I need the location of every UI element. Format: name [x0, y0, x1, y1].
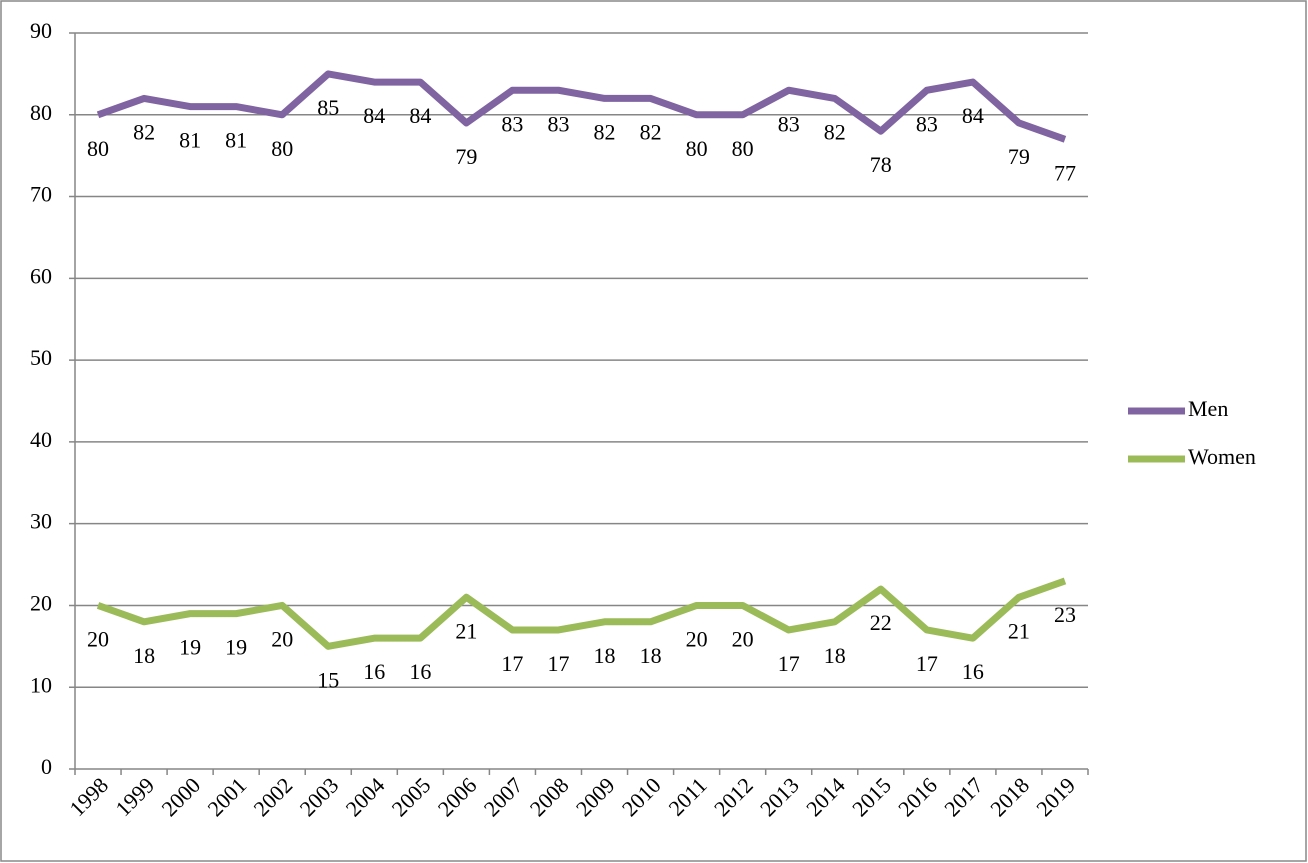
data-label: 20 [271, 626, 293, 651]
data-label: 80 [87, 136, 109, 161]
data-label: 17 [916, 651, 938, 676]
data-label: 82 [594, 119, 616, 144]
data-label: 84 [962, 103, 984, 128]
y-tick-label: 70 [30, 182, 52, 207]
data-label: 22 [870, 610, 892, 635]
data-label: 19 [225, 635, 247, 660]
y-tick-label: 0 [41, 754, 52, 779]
data-label: 82 [133, 119, 155, 144]
data-label: 84 [409, 103, 431, 128]
data-label: 80 [732, 136, 754, 161]
data-label: 18 [594, 643, 616, 668]
data-label: 20 [732, 626, 754, 651]
data-label: 18 [640, 643, 662, 668]
data-label: 16 [962, 659, 984, 684]
y-tick-label: 60 [30, 263, 52, 288]
data-label: 17 [547, 651, 569, 676]
data-label: 85 [317, 95, 339, 120]
series-line [96, 70, 1067, 143]
data-label: 81 [179, 128, 201, 153]
y-tick-label: 10 [30, 672, 52, 697]
data-label: 17 [501, 651, 523, 676]
data-label: 16 [363, 659, 385, 684]
data-label: 21 [455, 618, 477, 643]
y-tick-label: 50 [30, 345, 52, 370]
data-label: 83 [916, 111, 938, 136]
y-tick-label: 90 [30, 18, 52, 43]
data-label: 80 [271, 136, 293, 161]
y-tick-label: 20 [30, 590, 52, 615]
data-label: 80 [686, 136, 708, 161]
data-label: 82 [640, 119, 662, 144]
data-label: 84 [363, 103, 385, 128]
data-label: 21 [1008, 618, 1030, 643]
data-label: 16 [409, 659, 431, 684]
data-label: 83 [778, 111, 800, 136]
data-label: 82 [824, 119, 846, 144]
data-label: 23 [1054, 602, 1076, 627]
data-label: 18 [133, 643, 155, 668]
data-label: 77 [1054, 160, 1076, 185]
data-label: 79 [1008, 144, 1030, 169]
data-label: 78 [870, 152, 892, 177]
y-tick-label: 30 [30, 509, 52, 534]
series-line [96, 577, 1067, 650]
data-label: 15 [317, 667, 339, 692]
data-label: 19 [179, 635, 201, 660]
data-label: 79 [455, 144, 477, 169]
data-label: 83 [501, 111, 523, 136]
y-tick-label: 40 [30, 427, 52, 452]
legend-label: Men [1188, 396, 1228, 421]
data-label: 17 [778, 651, 800, 676]
data-label: 18 [824, 643, 846, 668]
y-tick-label: 80 [30, 100, 52, 125]
data-label: 20 [87, 626, 109, 651]
legend-label: Women [1188, 444, 1256, 469]
data-label: 20 [686, 626, 708, 651]
data-label: 83 [547, 111, 569, 136]
data-label: 81 [225, 128, 247, 153]
